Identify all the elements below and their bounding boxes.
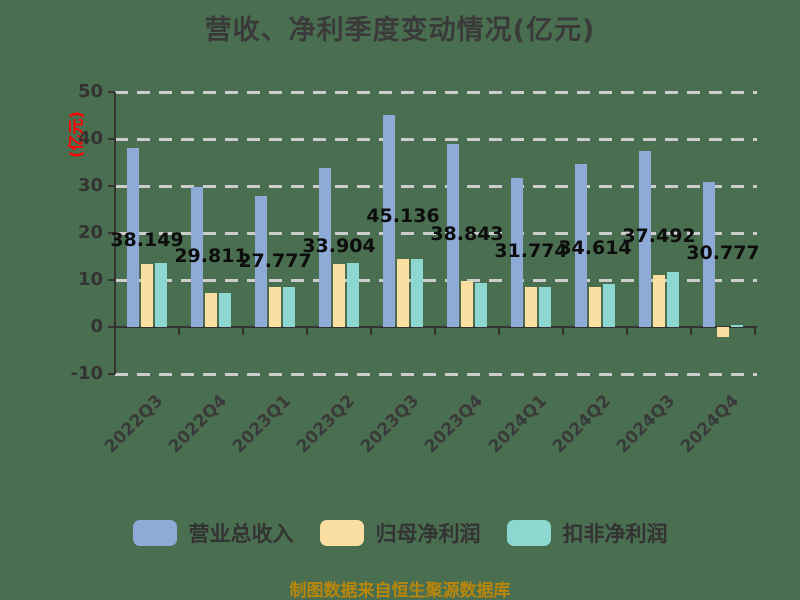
y-tick-mark-40	[108, 138, 115, 140]
bar-归母净利润-2022Q4	[205, 293, 217, 327]
gridline-30	[115, 185, 757, 188]
gridline-20	[115, 232, 757, 235]
x-tick-mark-7	[562, 327, 564, 335]
legend: 营业总收入 归母净利润 扣非净利润	[0, 518, 800, 548]
y-tick-label-30: 30	[77, 175, 103, 196]
y-tick-label-50: 50	[77, 81, 103, 102]
y-axis-line	[114, 92, 116, 374]
bar-营业总收入-2023Q1	[255, 196, 267, 327]
value-label-2024Q2: 34.614	[558, 237, 632, 259]
value-label-2023Q4: 38.843	[430, 223, 504, 245]
x-tick-mark-10	[754, 327, 756, 335]
bar-营业总收入-2022Q3	[127, 147, 139, 327]
x-tick-mark-5	[434, 327, 436, 335]
bar-扣非净利润-2022Q4	[219, 293, 231, 327]
value-label-2022Q4: 29.811	[174, 245, 248, 267]
legend-label-net-profit: 归母净利润	[375, 522, 481, 546]
bar-营业总收入-2024Q2	[575, 164, 587, 327]
bar-营业总收入-2023Q2	[319, 167, 331, 327]
value-label-2023Q1: 27.777	[238, 250, 312, 272]
gridline--10	[115, 373, 757, 376]
gridline-50	[115, 91, 757, 94]
y-tick-mark-30	[108, 185, 115, 187]
y-tick-label-40: 40	[77, 128, 103, 149]
x-tick-mark-8	[626, 327, 628, 335]
gridline-40	[115, 138, 757, 141]
bar-营业总收入-2022Q4	[191, 186, 203, 327]
legend-item-revenue[interactable]: 营业总收入	[132, 518, 294, 548]
x-tick-mark-2	[242, 327, 244, 335]
y-tick-label-0: 0	[90, 316, 103, 337]
bar-归母净利润-2022Q3	[141, 263, 153, 327]
value-label-2024Q4: 30.777	[686, 242, 760, 264]
bar-扣非净利润-2023Q2	[347, 263, 359, 327]
x-tick-mark-9	[690, 327, 692, 335]
x-tick-mark-4	[370, 327, 372, 335]
bar-营业总收入-2024Q4	[703, 182, 715, 327]
y-tick-label-10: 10	[77, 269, 103, 290]
legend-item-non-gaap[interactable]: 扣非净利润	[506, 518, 668, 548]
non-gaap-swatch-icon	[506, 520, 551, 546]
bar-归母净利润-2023Q4	[461, 281, 473, 327]
bar-营业总收入-2023Q3	[383, 114, 395, 327]
bar-扣非净利润-2023Q1	[283, 286, 295, 327]
gridline-10	[115, 279, 757, 282]
bar-营业总收入-2024Q3	[639, 150, 651, 327]
legend-item-net-profit[interactable]: 归母净利润	[319, 518, 481, 548]
bar-归母净利润-2023Q2	[333, 264, 345, 327]
value-label-2024Q3: 37.492	[622, 225, 696, 247]
bar-归母净利润-2023Q3	[397, 258, 409, 327]
y-tick-mark-0	[108, 326, 115, 328]
x-tick-mark-1	[178, 327, 180, 335]
value-label-2023Q3: 45.136	[366, 205, 440, 227]
bar-扣非净利润-2022Q3	[155, 263, 167, 327]
x-tick-mark-3	[306, 327, 308, 335]
y-tick-mark-50	[108, 91, 115, 93]
bar-归母净利润-2024Q1	[525, 286, 537, 327]
value-label-2022Q3: 38.149	[110, 229, 184, 251]
bar-扣非净利润-2024Q4	[731, 325, 743, 327]
chart-title: 营收、净利季度变动情况(亿元)	[204, 15, 596, 46]
legend-label-non-gaap: 扣非净利润	[562, 522, 668, 546]
data-source-note: 制图数据来自恒生聚源数据库	[289, 581, 511, 600]
net-profit-swatch-icon	[319, 520, 364, 546]
y-tick-mark-20	[108, 232, 115, 234]
bar-营业总收入-2024Q1	[511, 177, 523, 327]
y-tick-label--10: -10	[70, 363, 103, 384]
value-label-2023Q2: 33.904	[302, 235, 376, 257]
bar-扣非净利润-2024Q3	[667, 272, 679, 327]
bar-扣非净利润-2024Q1	[539, 286, 551, 327]
bar-扣非净利润-2023Q3	[411, 259, 423, 327]
revenue-swatch-icon	[132, 520, 177, 546]
bar-归母净利润-2024Q3	[653, 274, 665, 327]
bar-归母净利润-2023Q1	[269, 286, 281, 327]
bar-归母净利润-2024Q4	[717, 327, 729, 337]
legend-label-revenue: 营业总收入	[188, 522, 294, 546]
x-tick-mark-0	[114, 327, 116, 335]
x-tick-mark-6	[498, 327, 500, 335]
y-tick-label-20: 20	[77, 222, 103, 243]
bar-归母净利润-2024Q2	[589, 286, 601, 327]
bar-扣非净利润-2023Q4	[475, 282, 487, 327]
value-label-2024Q1: 31.774	[494, 240, 568, 262]
bar-扣非净利润-2024Q2	[603, 284, 615, 327]
y-tick-mark-10	[108, 279, 115, 281]
y-tick-mark--10	[108, 373, 115, 375]
bar-营业总收入-2023Q4	[447, 144, 459, 327]
